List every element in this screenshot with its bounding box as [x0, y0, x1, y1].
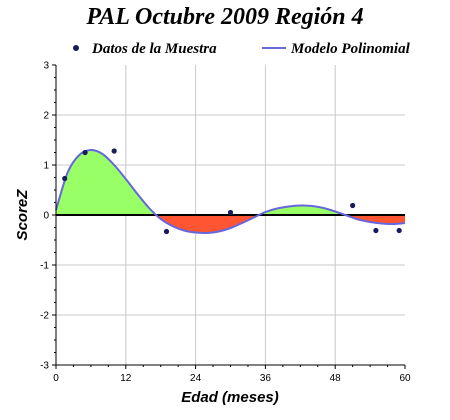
sample-points: [62, 148, 402, 235]
data-point: [111, 148, 117, 154]
x-axis-label: Edad (meses): [181, 389, 279, 406]
chart-title: PAL Octubre 2009 Región 4: [85, 4, 363, 30]
x-tick-label: 36: [260, 373, 272, 384]
y-tick-label: 2: [43, 111, 49, 122]
x-tick-label: 0: [53, 373, 59, 384]
y-tick-label: -2: [40, 311, 49, 322]
axes: [52, 64, 406, 369]
model-curve: [55, 148, 406, 235]
fill-negative: [56, 215, 405, 234]
data-point: [396, 227, 402, 234]
y-axis-label: ScoreZ: [14, 189, 31, 241]
model-line: [55, 148, 406, 235]
model-fill-areas: [56, 149, 405, 234]
y-tick-label: -1: [40, 261, 49, 272]
legend-label-points: Datos de la Muestra: [91, 41, 217, 57]
data-point: [227, 209, 234, 216]
x-tick-label: 12: [120, 373, 132, 384]
legend-marker-points: [73, 45, 79, 51]
data-point: [350, 202, 356, 209]
data-point: [62, 175, 68, 182]
data-point: [163, 228, 170, 235]
y-tick-label: 1: [43, 161, 49, 172]
legend: Datos de la Muestra Modelo Polinomial: [73, 41, 411, 57]
data-point: [373, 227, 379, 234]
x-tick-label: 60: [399, 373, 411, 384]
fill-positive: [56, 149, 405, 215]
x-tick-label: 48: [330, 373, 342, 384]
y-tick-label: 0: [43, 211, 49, 222]
legend-label-model: Modelo Polinomial: [290, 41, 411, 57]
y-tick-label: -3: [40, 361, 49, 372]
y-tick-label: 3: [43, 61, 49, 72]
x-tick-label: 24: [190, 373, 202, 384]
data-point: [82, 149, 88, 156]
